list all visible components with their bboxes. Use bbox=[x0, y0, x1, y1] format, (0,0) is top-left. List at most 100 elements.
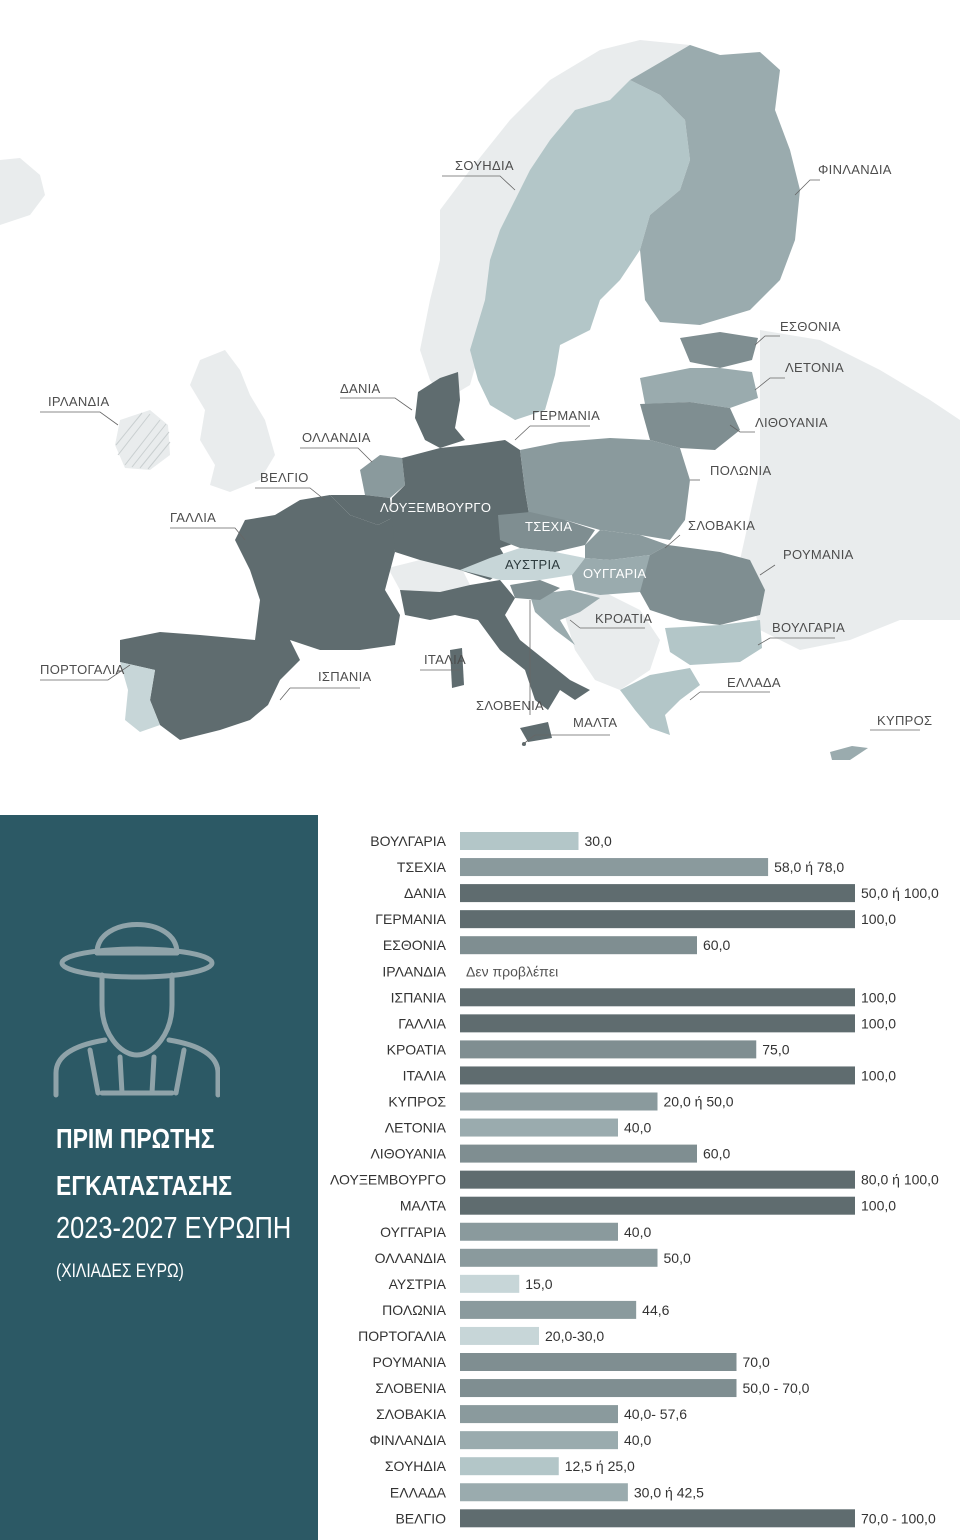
map-label-ireland: ΙΡΛΑΝΔΙΑ bbox=[48, 394, 109, 409]
value-label: 100,0 bbox=[861, 1198, 896, 1214]
map-germany bbox=[390, 440, 530, 580]
value-label: 40,0 bbox=[624, 1120, 651, 1136]
value-label: 70,0 bbox=[743, 1354, 770, 1370]
bar bbox=[460, 1196, 855, 1215]
map-label-denmark: ΔΑΝΙΑ bbox=[340, 381, 381, 396]
category-label: ΟΥΓΓΑΡΙΑ bbox=[380, 1224, 446, 1240]
category-label: ΓΑΛΛΙΑ bbox=[398, 1015, 446, 1031]
map-lithuania bbox=[640, 402, 740, 450]
category-label: ΡΟΥΜΑΝΙΑ bbox=[373, 1354, 447, 1370]
map-label-germany: ΓΕΡΜΑΝΙΑ bbox=[532, 408, 600, 423]
category-label: ΣΛΟΒΕΝΙΑ bbox=[375, 1380, 446, 1396]
panel-unit: (ΧΙΛΙΑΔΕΣ ΕΥΡΩ) bbox=[56, 1261, 184, 1282]
value-label: 50,0 ή 100,0 bbox=[861, 885, 939, 901]
bar bbox=[460, 1509, 855, 1528]
value-label: 20,0-30,0 bbox=[545, 1328, 604, 1344]
value-label: 100,0 bbox=[861, 989, 896, 1005]
category-label: ΣΟΥΗΔΙΑ bbox=[385, 1458, 447, 1474]
map-balkans-background bbox=[560, 590, 660, 690]
map-label-france: ΓΑΛΛΙΑ bbox=[170, 510, 216, 525]
map-czechia bbox=[498, 512, 595, 552]
value-label: 100,0 bbox=[861, 911, 896, 927]
value-label: 100,0 bbox=[861, 1067, 896, 1083]
map-label-belgium: ΒΕΛΓΙΟ bbox=[260, 470, 309, 485]
category-label: ΕΛΛΑΔΑ bbox=[390, 1484, 447, 1500]
map-sweden bbox=[470, 80, 690, 420]
category-label: ΦΙΝΛΑΝΔΙΑ bbox=[369, 1432, 446, 1448]
map-label-czechia: ΤΣΕΧΙΑ bbox=[525, 519, 572, 534]
farmer-icon bbox=[53, 922, 220, 1098]
value-label: 60,0 bbox=[703, 937, 730, 953]
value-label: 60,0 bbox=[703, 1146, 730, 1162]
bar bbox=[460, 1118, 618, 1137]
panel-years: 2023-2027 ΕΥΡΩΠΗ bbox=[56, 1210, 292, 1245]
map-east-background bbox=[740, 330, 960, 650]
category-label: ΛΟΥΞΕΜΒΟΥΡΓΟ bbox=[330, 1172, 446, 1188]
map-austria bbox=[460, 548, 585, 580]
category-label: ΙΤΑΛΙΑ bbox=[403, 1067, 447, 1083]
category-label: ΒΟΥΛΓΑΡΙΑ bbox=[370, 833, 446, 849]
value-label: 30,0 bbox=[585, 833, 612, 849]
map-switzerland bbox=[388, 560, 470, 592]
category-label: ΣΛΟΒΑΚΙΑ bbox=[376, 1406, 447, 1422]
map-ireland bbox=[115, 410, 170, 470]
category-label: ΚΥΠΡΟΣ bbox=[388, 1094, 446, 1110]
bar bbox=[460, 910, 855, 929]
map-spain bbox=[120, 632, 300, 740]
map-label-slovenia: ΣΛΟΒΕΝΙΑ bbox=[476, 698, 544, 713]
map-label-finland: ΦΙΝΛΑΝΔΙΑ bbox=[818, 162, 892, 177]
map-uk bbox=[190, 350, 275, 492]
value-label: 50,0 - 70,0 bbox=[743, 1380, 810, 1396]
value-label: Δεν προβλέπει bbox=[466, 963, 558, 979]
map-label-spain: ΙΣΠΑΝΙΑ bbox=[318, 669, 372, 684]
europe-map-svg: ΣΟΥΗΔΙΑ ΦΙΝΛΑΝΔΙΑ ΕΣΘΟΝΙΑ ΛΕΤΟΝΙΑ ΛΙΘΟΥΑ… bbox=[0, 40, 960, 760]
map-label-malta: ΜΑΛΤΑ bbox=[573, 715, 617, 730]
map-portugal bbox=[120, 662, 160, 732]
bar bbox=[460, 1431, 618, 1450]
map-cyprus bbox=[830, 746, 868, 760]
map-latvia bbox=[640, 368, 758, 408]
bar bbox=[460, 884, 855, 903]
map-italy bbox=[400, 580, 590, 710]
panel-title-line1: ΠΡΙΜ ΠΡΩΤΗΣ bbox=[56, 1123, 215, 1154]
category-label: ΤΣΕΧΙΑ bbox=[397, 859, 447, 875]
europe-map: ΣΟΥΗΔΙΑ ΦΙΝΛΑΝΔΙΑ ΕΣΘΟΝΙΑ ΛΕΤΟΝΙΑ ΛΙΘΟΥΑ… bbox=[0, 40, 960, 760]
value-label: 50,0 bbox=[664, 1250, 691, 1266]
map-label-slovakia: ΣΛΟΒΑΚΙΑ bbox=[688, 518, 755, 533]
category-label: ΛΙΘΟΥΑΝΙΑ bbox=[370, 1146, 446, 1162]
value-label: 20,0 ή 50,0 bbox=[664, 1094, 734, 1110]
map-bulgaria bbox=[665, 620, 762, 665]
map-label-greece: ΕΛΛΑΔΑ bbox=[727, 675, 781, 690]
map-leader-lines bbox=[40, 175, 920, 746]
bar bbox=[460, 832, 579, 850]
map-label-poland: ΠΟΛΩΝΙΑ bbox=[710, 463, 771, 478]
category-label: ΜΑΛΤΑ bbox=[400, 1198, 447, 1214]
map-sardinia bbox=[450, 648, 464, 688]
value-label: 44,6 bbox=[642, 1302, 669, 1318]
map-croatia bbox=[530, 590, 600, 645]
bar bbox=[460, 858, 769, 877]
map-greece bbox=[620, 668, 700, 735]
map-norway bbox=[420, 40, 720, 400]
value-label: 80,0 ή 100,0 bbox=[861, 1172, 939, 1188]
map-label-latvia: ΛΕΤΟΝΙΑ bbox=[785, 360, 844, 375]
bar bbox=[460, 988, 855, 1007]
map-label-austria: ΑΥΣΤΡΙΑ bbox=[505, 557, 560, 572]
map-netherlands bbox=[360, 455, 405, 498]
map-denmark bbox=[415, 372, 465, 448]
bar bbox=[460, 1040, 757, 1059]
map-label-lithuania: ΛΙΘΟΥΑΝΙΑ bbox=[755, 415, 828, 430]
bar bbox=[460, 1222, 618, 1241]
map-label-sweden: ΣΟΥΗΔΙΑ bbox=[455, 158, 514, 173]
category-label: ΠΟΛΩΝΙΑ bbox=[382, 1302, 447, 1318]
map-label-portugal: ΠΟΡΤΟΓΑΛΙΑ bbox=[40, 662, 125, 677]
map-label-luxembourg: ΛΟΥΞΕΜΒΟΥΡΓΟ bbox=[380, 500, 491, 515]
bar bbox=[460, 1483, 628, 1502]
value-label: 30,0 ή 42,5 bbox=[634, 1484, 704, 1500]
map-romania bbox=[640, 545, 765, 625]
value-label: 15,0 bbox=[525, 1276, 552, 1292]
map-france bbox=[235, 495, 400, 650]
value-label: 70,0 - 100,0 bbox=[861, 1510, 936, 1526]
info-panel: ΠΡΙΜ ΠΡΩΤΗΣ ΕΓΚΑΤΑΣΤΑΣΗΣ 2023-2027 ΕΥΡΩΠ… bbox=[0, 815, 318, 1540]
map-label-estonia: ΕΣΘΟΝΙΑ bbox=[780, 319, 841, 334]
